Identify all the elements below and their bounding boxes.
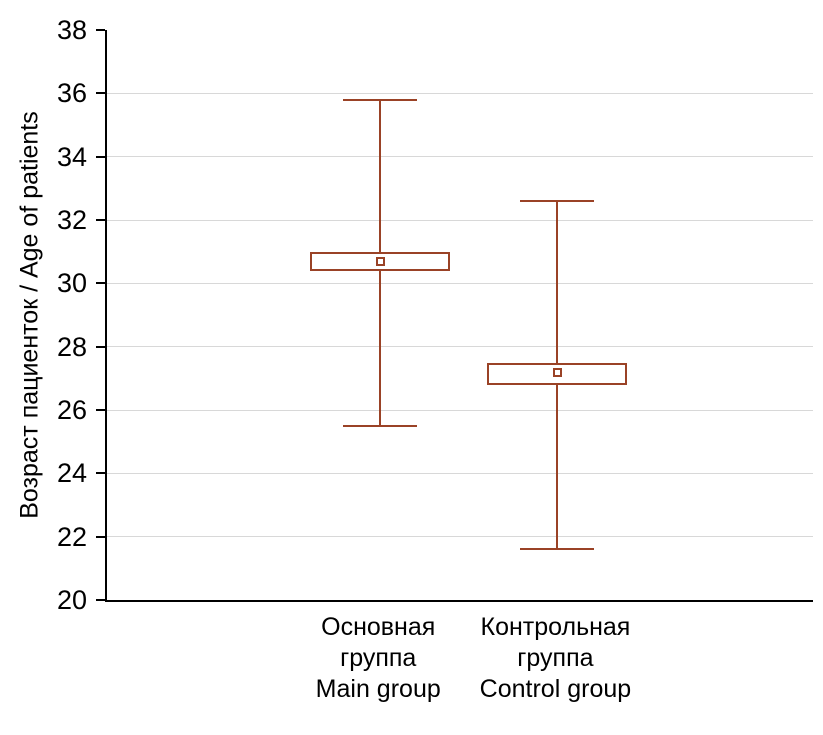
x-category-label-line: Control group xyxy=(479,675,632,703)
y-tick-label: 30 xyxy=(56,268,87,299)
y-tick-mark xyxy=(96,29,105,31)
y-tick-label: 34 xyxy=(56,141,87,172)
y-tick-mark xyxy=(96,472,105,475)
y-tick-label: 32 xyxy=(56,205,87,235)
y-tick-label: 28 xyxy=(56,331,87,362)
whisker-lower-line xyxy=(379,270,382,426)
gridline xyxy=(107,536,813,538)
whisker-upper-cap xyxy=(343,98,418,101)
y-tick-mark xyxy=(96,282,105,285)
gridline xyxy=(107,346,813,348)
whisker-lower-cap xyxy=(520,548,595,551)
y-tick-label: 36 xyxy=(56,78,87,109)
x-category-label-line: Контрольная xyxy=(480,613,631,641)
whisker-upper-line xyxy=(556,201,559,363)
gridline xyxy=(107,156,813,158)
mean-marker xyxy=(552,367,562,377)
y-tick-mark xyxy=(96,92,105,95)
x-category-label-line: группа xyxy=(340,644,417,672)
x-category-label-line: Main group xyxy=(315,675,441,703)
gridline xyxy=(107,92,813,94)
x-category-label: Основная группа Main group xyxy=(258,612,498,705)
y-tick-mark xyxy=(96,535,105,538)
y-tick-label: 24 xyxy=(56,458,87,489)
y-tick-mark xyxy=(96,599,105,601)
x-category-label: Контрольная группа Control group xyxy=(435,612,675,705)
whisker-upper-line xyxy=(379,99,382,252)
x-category-label-line: Основная xyxy=(321,613,436,641)
y-tick-mark xyxy=(96,219,105,221)
y-tick-label: 22 xyxy=(56,521,87,552)
whisker-upper-cap xyxy=(520,200,595,202)
y-tick-mark xyxy=(96,345,105,348)
plot-area: 20 22 24 26 28 30 32 34 36 38 xyxy=(57,15,813,615)
y-tick-mark xyxy=(96,409,105,411)
x-category-label-line: группа xyxy=(517,644,594,672)
whisker-lower-line xyxy=(556,384,559,550)
gridline xyxy=(107,282,813,284)
y-tick-label: 38 xyxy=(56,15,87,45)
y-tick-mark xyxy=(96,155,105,158)
mean-marker xyxy=(375,256,385,266)
y-tick-label: 26 xyxy=(56,395,87,425)
y-tick-label: 20 xyxy=(56,585,87,615)
gridline xyxy=(107,219,813,221)
whisker-lower-cap xyxy=(343,424,418,427)
gridline xyxy=(107,472,813,474)
gridline xyxy=(107,409,813,411)
